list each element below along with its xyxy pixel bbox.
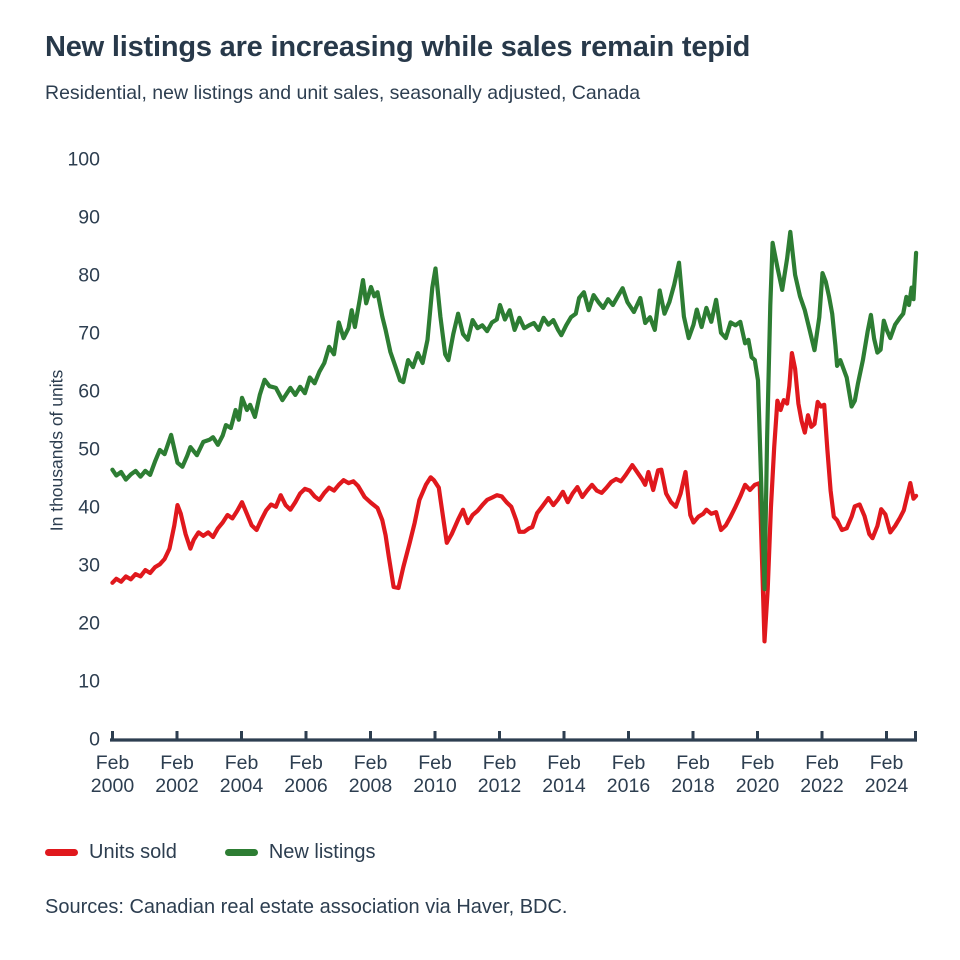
y-tick-label: 40	[78, 496, 100, 519]
y-tick-label: 60	[78, 380, 100, 403]
x-tick-label: Feb 2000	[73, 752, 153, 798]
x-tick-label: Feb 2016	[589, 752, 669, 798]
y-tick-label: 100	[67, 148, 100, 171]
x-tick-month: Feb	[289, 752, 323, 774]
x-tick-label: Feb 2018	[653, 752, 733, 798]
x-tick-label: Feb 2004	[202, 752, 282, 798]
sources-note: Sources: Canadian real estate associatio…	[45, 896, 568, 918]
legend-item-new-listings: New listings	[224, 841, 376, 864]
x-tick-month: Feb	[95, 752, 130, 774]
x-tick-month: Feb	[160, 752, 194, 774]
y-tick-label: 70	[78, 322, 100, 345]
y-tick-label: 0	[89, 728, 100, 751]
x-tick-month: Feb	[869, 752, 904, 774]
x-tick-year: 2016	[606, 775, 651, 797]
legend-label-units-sold: Units sold	[89, 841, 177, 863]
legend-label-new-listings: New listings	[268, 841, 376, 863]
y-tick-label: 10	[78, 670, 100, 693]
x-tick-year: 2020	[735, 775, 780, 797]
x-tick-month: Feb	[547, 752, 581, 774]
x-tick-month: Feb	[353, 752, 388, 774]
y-tick-label: 80	[78, 264, 100, 287]
legend-item-units-sold: Units sold	[45, 841, 177, 864]
x-tick-year: 2022	[800, 775, 844, 797]
y-tick-label: 20	[78, 612, 100, 635]
x-tick-month: Feb	[418, 752, 452, 774]
x-tick-year: 2014	[542, 775, 586, 797]
x-tick-year: 2002	[155, 775, 199, 797]
x-tick-year: 2012	[477, 775, 522, 797]
x-tick-label: Feb 2002	[137, 752, 217, 798]
new-listings-line	[110, 229, 919, 592]
x-tick-label: Feb 2022	[782, 752, 862, 798]
units-sold-swatch-icon	[45, 849, 78, 856]
legend: Units sold New listings	[45, 841, 424, 864]
x-tick-label: Feb 2012	[460, 752, 540, 798]
new-listings-swatch-icon	[224, 849, 258, 856]
x-tick-year: 2000	[90, 775, 135, 797]
x-tick-year: 2008	[348, 775, 393, 797]
x-tick-month: Feb	[482, 752, 517, 774]
y-tick-label: 50	[78, 438, 100, 461]
page-subtitle: Residential, new listings and unit sales…	[45, 82, 641, 104]
x-tick-label: Feb 2008	[331, 752, 411, 798]
x-tick-month: Feb	[676, 752, 710, 774]
x-tick-month: Feb	[611, 752, 646, 774]
x-tick-month: Feb	[224, 752, 259, 774]
units-sold-line	[110, 351, 919, 644]
x-tick-label: Feb 2020	[718, 752, 798, 798]
y-tick-label: 30	[78, 554, 100, 577]
page-title: New listings are increasing while sales …	[45, 31, 751, 63]
x-tick-year: 2004	[219, 775, 264, 797]
x-axis	[110, 731, 917, 742]
x-tick-year: 2006	[284, 775, 328, 797]
x-tick-label: Feb 2024	[847, 752, 927, 798]
x-tick-label: Feb 2010	[395, 752, 475, 798]
x-tick-year: 2018	[671, 775, 715, 797]
y-axis-title: In thousands of units	[46, 369, 67, 532]
x-tick-month: Feb	[740, 752, 775, 774]
x-tick-label: Feb 2014	[524, 752, 604, 798]
y-tick-label: 90	[78, 206, 100, 229]
x-tick-year: 2010	[413, 775, 457, 797]
x-tick-year: 2024	[864, 775, 909, 797]
x-tick-month: Feb	[805, 752, 839, 774]
x-tick-label: Feb 2006	[266, 752, 346, 798]
